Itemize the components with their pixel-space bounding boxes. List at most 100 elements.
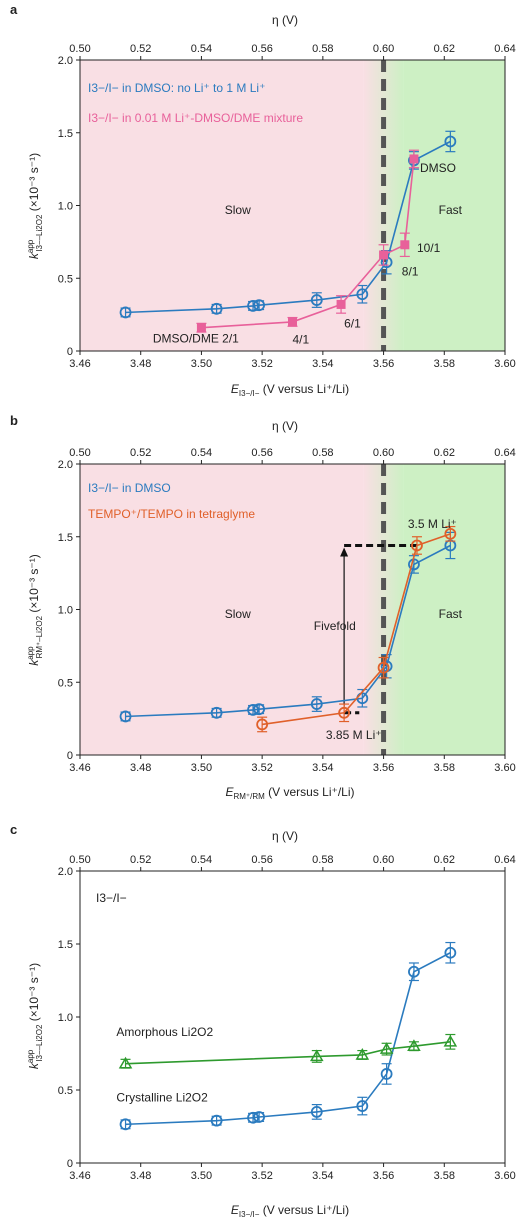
panel-b-x-ticks: 3.46 3.48 3.50 3.52 3.54 3.56 3.58 3.60 (69, 755, 516, 774)
panel-b-ylabel-main: k (27, 659, 41, 666)
panel-a-annotations: DMSO/DME 2/1 4/1 6/1 8/1 10/1 DMSO (153, 161, 456, 347)
data-point (355, 1047, 370, 1060)
panel-b-top-ticks: 0.50 0.52 0.54 0.56 0.58 0.60 0.62 0.64 (69, 447, 516, 464)
panel-c-x-ticks: 3.46 3.48 3.50 3.52 3.54 3.56 3.58 3.60 (69, 1163, 516, 1182)
panel-a-regions: Slow Fast (80, 60, 505, 351)
x-tick-label: 3.46 (69, 358, 90, 370)
top-tick-label: 0.52 (130, 854, 151, 866)
top-tick-label: 0.56 (251, 447, 272, 459)
panel-b-frame (79, 463, 506, 756)
annotation-label: 3.5 M Li⁺ (408, 517, 457, 531)
panel-c: c 0.50 0.52 0.54 0.56 0.58 0.60 0.62 0.64 η (V)… (10, 822, 516, 1219)
fast-region-label: Fast (439, 203, 463, 217)
panel-c-xlabel-sub: I3−/I− (239, 1210, 260, 1219)
x-tick-label: 3.48 (130, 762, 151, 774)
x-tick-label: 3.58 (434, 762, 455, 774)
data-point (119, 710, 132, 723)
x-tick-label: 3.60 (494, 762, 515, 774)
data-point (407, 1039, 421, 1051)
top-tick-label: 0.60 (373, 854, 394, 866)
x-tick-label: 3.60 (494, 1170, 515, 1182)
annotation-label: DMSO (420, 161, 456, 175)
y-tick-label: 2.0 (58, 55, 73, 67)
y-tick-label: 2.0 (58, 459, 73, 471)
top-tick-label: 0.64 (494, 447, 515, 459)
x-tick-label: 3.52 (251, 1170, 272, 1182)
y-tick-label: 0.5 (58, 1085, 73, 1097)
annotation-label: 3.85 M Li⁺ (326, 728, 382, 742)
data-point (379, 1042, 394, 1054)
annotation-label: 8/1 (402, 264, 419, 278)
data-point (379, 250, 389, 260)
data-point (444, 135, 457, 148)
data-point (256, 718, 269, 731)
slow-region-label: Slow (225, 203, 251, 217)
x-tick-label: 3.48 (130, 358, 151, 370)
data-point (253, 1111, 266, 1123)
top-tick-label: 0.50 (69, 43, 90, 55)
panel-c-top-ticks: 0.50 0.52 0.54 0.56 0.58 0.60 0.62 0.64 (69, 854, 516, 871)
x-tick-label: 3.56 (373, 358, 394, 370)
panel-b-legend-1: I3−/I− in DMSO (88, 481, 171, 495)
x-tick-label: 3.46 (69, 1170, 90, 1182)
top-tick-label: 0.50 (69, 447, 90, 459)
data-point (310, 1106, 323, 1118)
panel-c-top-axis-title: η (V) (272, 829, 298, 843)
data-point (380, 1068, 393, 1080)
x-tick-label: 3.54 (312, 1170, 333, 1182)
data-point (247, 703, 259, 716)
panel-a-xlabel-main: E (231, 382, 240, 396)
panel-c-xlabel-rest: (V versus Li⁺/Li) (259, 1203, 349, 1217)
top-tick-label: 0.58 (312, 854, 333, 866)
series-line (125, 1041, 451, 1065)
x-tick-label: 3.58 (434, 1170, 455, 1182)
data-point (310, 698, 323, 710)
panel-b-series (119, 525, 457, 733)
annotation-label: Amorphous Li2O2 (116, 1025, 213, 1039)
annotation-label: 4/1 (293, 333, 310, 347)
panel-b-top-axis-title: η (V) (272, 419, 298, 433)
data-point (336, 299, 346, 309)
annotation-label: Crystalline Li2O2 (116, 1091, 208, 1105)
fast-region-label: Fast (439, 607, 463, 621)
annotation-label: 10/1 (417, 241, 441, 255)
y-tick-label: 1.5 (58, 532, 73, 544)
panel-a-top-axis-title: η (V) (272, 13, 298, 27)
top-tick-label: 0.60 (373, 447, 394, 459)
panel-b-x-axis-title: ERM⁺/RM (V versus Li⁺/Li) (225, 785, 354, 801)
x-tick-label: 3.50 (191, 1170, 212, 1182)
data-point (444, 946, 457, 959)
top-tick-label: 0.64 (494, 43, 515, 55)
panel-c-y-axis-title: kappI3−–Li2O2 (×10⁻³ s⁻¹) (26, 963, 44, 1069)
panel-c-ylabel-sup: app (26, 1049, 35, 1063)
x-tick-label: 3.60 (494, 358, 515, 370)
data-point (309, 1049, 324, 1062)
data-point (118, 1056, 133, 1069)
panel-c-x-axis-title: EI3−/I− (V versus Li⁺/Li) (231, 1203, 349, 1219)
top-tick-label: 0.62 (434, 447, 455, 459)
panel-a-legend-1: I3−/I− in DMSO: no Li⁺ to 1 M Li⁺ (88, 81, 265, 95)
panel-b-legend-1-text: I3−/I− in DMSO (88, 481, 171, 495)
panel-a-ylabel-sup: app (26, 239, 35, 253)
x-tick-label: 3.54 (312, 762, 333, 774)
y-tick-label: 2.0 (58, 866, 73, 878)
panel-a-ylabel-rest: (×10⁻³ s⁻¹) (27, 153, 41, 215)
y-tick-label: 1.0 (58, 201, 73, 213)
x-tick-label: 3.54 (312, 358, 333, 370)
x-tick-label: 3.48 (130, 1170, 151, 1182)
panel-b-legend-2: TEMPO⁺/TEMPO in tetraglyme (88, 507, 255, 521)
panel-c-y-ticks: 0 0.5 1.0 1.5 2.0 (58, 866, 80, 1170)
y-tick-label: 1.5 (58, 128, 73, 140)
panel-c-ylabel-sub: I3−–Li2O2 (35, 1024, 44, 1062)
panel-c-ylabel-rest: (×10⁻³ s⁻¹) (27, 963, 41, 1025)
top-tick-label: 0.52 (130, 43, 151, 55)
panel-a: a Slow Fast η (V) 0.50 0.52 0.54 0.56 0.58 0.6… (10, 2, 516, 398)
annotation-label: DMSO/DME 2/1 (153, 331, 239, 345)
top-tick-label: 0.62 (434, 854, 455, 866)
panel-a-x-axis-title: EI3−/I− (V versus Li⁺/Li) (231, 382, 349, 398)
slow-region-label: Slow (225, 607, 251, 621)
top-tick-label: 0.62 (434, 43, 455, 55)
panel-c-letter: c (10, 822, 17, 837)
panel-b: b Slow Fast η (V) 0.50 0.52 0.54 0.56 0.58 0.6… (10, 413, 516, 801)
panel-c-ylabel-main: k (27, 1062, 41, 1069)
